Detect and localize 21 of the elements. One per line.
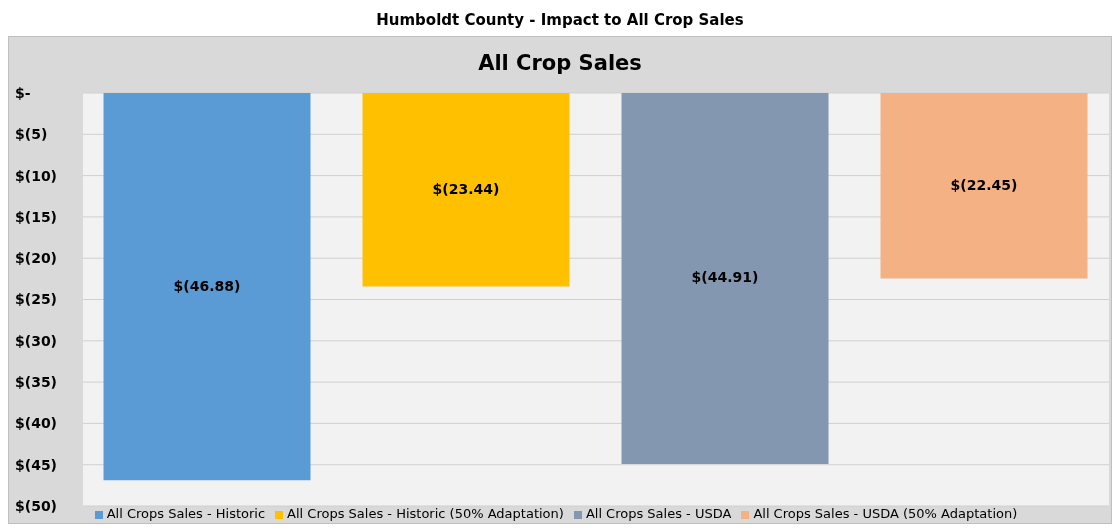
data-label: $(44.91) [691,269,759,286]
y-tick-label: $(20) [15,250,58,267]
y-tick-label: $(25) [15,291,58,308]
legend-label: All Crops Sales - Historic [106,506,266,521]
y-tick-label: $(15) [15,208,58,225]
data-label: $(22.45) [950,176,1018,193]
data-label: $(46.88) [173,277,241,294]
y-tick-label: $(40) [15,415,58,432]
y-tick-label: $- [15,84,31,101]
chart-title: Humboldt County - Impact to All Crop Sales [375,10,745,31]
chart-subtitle: All Crop Sales [477,50,643,77]
y-tick-label: $(30) [15,332,58,349]
legend-label: All Crops Sales - USDA [585,506,732,521]
legend-label: All Crops Sales - USDA (50% Adaptation) [753,506,1018,521]
y-tick-label: $(10) [15,167,58,184]
y-tick-label: $(45) [15,456,58,473]
data-label: $(23.44) [432,180,500,197]
y-tick-label: $(5) [15,126,48,143]
y-tick-label: $(50) [15,497,58,514]
y-tick-label: $(35) [15,374,58,391]
legend-label: All Crops Sales - Historic (50% Adaptation) [287,506,564,521]
